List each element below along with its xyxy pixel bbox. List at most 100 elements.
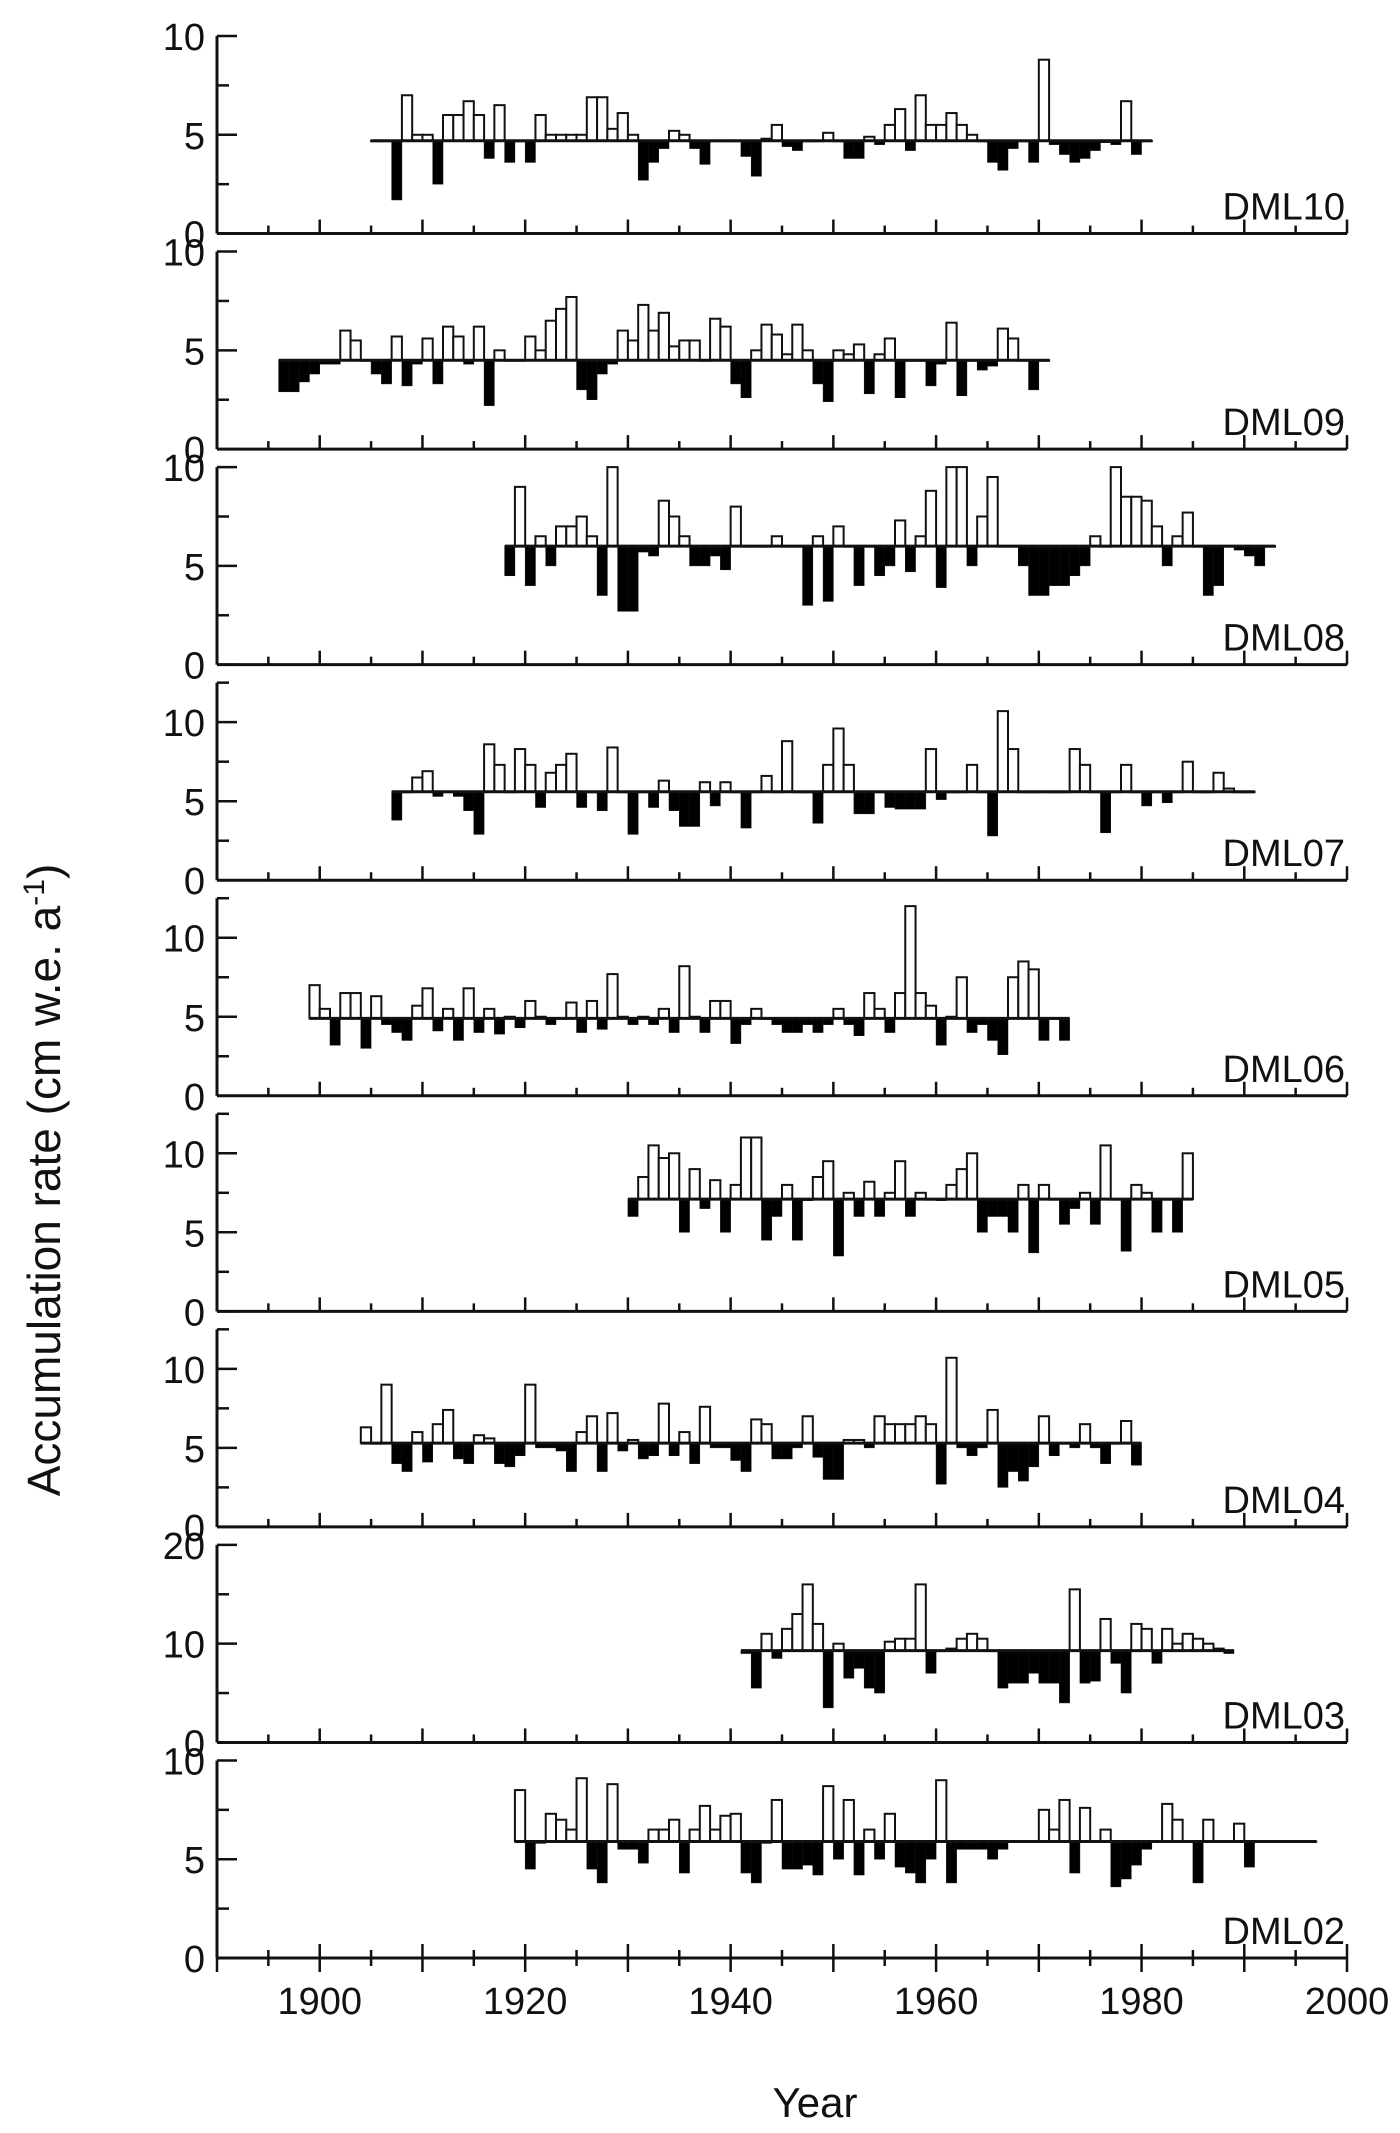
bar-1920	[524, 140, 536, 163]
bar-1925	[575, 515, 588, 548]
bar-1976	[1100, 791, 1111, 834]
bar-1958	[914, 1415, 927, 1445]
bar-1902	[339, 992, 352, 1020]
bar-1956	[894, 791, 906, 810]
y-tick-label: 10	[163, 1350, 205, 1392]
bar-1974	[1078, 1806, 1092, 1843]
bar-1962	[955, 1637, 968, 1652]
bar-1917	[493, 104, 506, 142]
bar-1973	[1069, 140, 1081, 163]
y-tick-label: 5	[184, 1840, 205, 1882]
bar-1915	[473, 791, 485, 835]
bar-1931	[637, 1442, 649, 1460]
bar-1960	[935, 123, 948, 142]
bar-1938	[709, 317, 722, 362]
y-tick-label: 0	[184, 215, 205, 257]
bar-1961	[945, 1356, 958, 1445]
bar-1927	[596, 1018, 608, 1030]
bar-1958	[914, 992, 927, 1020]
bar-1958	[914, 94, 927, 142]
bar-1948	[812, 1841, 824, 1876]
bar-1915	[472, 325, 486, 362]
bar-1971	[1048, 1828, 1061, 1843]
x-tick-label: 1940	[688, 1981, 773, 2023]
bar-1969	[1028, 140, 1040, 163]
bar-1946	[792, 1841, 803, 1870]
bar-1942	[750, 1650, 762, 1689]
bar-1972	[1058, 1798, 1071, 1843]
bar-1970	[1037, 1415, 1051, 1445]
bar-1969	[1027, 968, 1040, 1020]
bar-1952	[853, 545, 865, 586]
bar-1965	[986, 475, 999, 548]
bar-1958	[915, 791, 927, 810]
bar-1934	[668, 515, 681, 548]
bar-1908	[401, 1018, 413, 1041]
y-tick-label: 5	[184, 998, 205, 1040]
panel-dml08: 0 5 10 DML08	[163, 448, 1349, 688]
bar-1956	[894, 1637, 907, 1652]
bar-1927	[596, 545, 608, 596]
bar-1936	[689, 791, 701, 827]
bar-1974	[1078, 763, 1092, 793]
bar-1968	[1018, 545, 1029, 567]
bar-1931	[637, 1175, 650, 1201]
y-tick-label: 0	[184, 861, 205, 903]
y-tick-label: 10	[163, 233, 205, 275]
bar-1956	[894, 1841, 906, 1868]
bar-1950	[832, 525, 845, 548]
bar-1939	[719, 325, 732, 362]
bar-1949	[822, 1442, 834, 1480]
y-tick-label: 5	[184, 782, 205, 824]
bar-1989	[1233, 1822, 1246, 1843]
bar-1969	[1028, 1442, 1040, 1468]
bar-1931	[637, 303, 650, 362]
bar-1978	[1120, 1650, 1132, 1694]
bar-1935	[678, 1431, 691, 1445]
bar-1971	[1048, 1442, 1060, 1457]
bar-1909	[411, 776, 424, 793]
bar-1926	[586, 1841, 598, 1870]
bar-1959	[925, 1841, 937, 1860]
bar-1982	[1161, 1627, 1174, 1652]
bar-1938	[709, 999, 722, 1020]
panel-label: DML06	[1223, 1049, 1346, 1091]
bar-1974	[1078, 1423, 1092, 1445]
y-tick-label: 0	[184, 1292, 205, 1334]
bar-1934	[668, 1818, 681, 1843]
bar-1906	[381, 359, 392, 385]
bar-1965	[986, 1408, 999, 1445]
bar-1929	[616, 112, 629, 142]
bar-1955	[884, 1018, 896, 1033]
bar-1925	[576, 1018, 588, 1033]
bar-1981	[1151, 1198, 1163, 1233]
bar-1976	[1099, 1144, 1112, 1201]
x-tick-label: 1960	[894, 1981, 979, 2023]
bar-1945	[781, 1627, 794, 1652]
bar-1975	[1089, 1198, 1101, 1225]
bar-1924	[565, 1001, 578, 1020]
bar-1932	[647, 1828, 660, 1843]
bar-1933	[657, 1402, 671, 1445]
bar-1945	[781, 1018, 793, 1033]
bar-1915	[472, 114, 486, 142]
bar-1936	[688, 339, 701, 362]
y-tick-label: 5	[184, 547, 205, 589]
bar-1910	[421, 337, 434, 362]
bar-1970	[1038, 545, 1050, 596]
bar-1965	[987, 791, 998, 837]
bar-1979	[1130, 1183, 1143, 1201]
bar-1965	[987, 1198, 998, 1217]
bar-1973	[1068, 1588, 1081, 1652]
bar-1939	[720, 545, 731, 571]
bar-1978	[1120, 495, 1133, 548]
bar-1986	[1202, 1818, 1215, 1843]
bar-1917	[494, 1442, 505, 1464]
bar-1933	[657, 1828, 671, 1843]
bar-1982	[1161, 791, 1173, 804]
bar-1905	[370, 359, 382, 375]
bar-1924	[565, 1828, 578, 1843]
bar-1965	[987, 1018, 998, 1041]
bar-1963	[966, 1018, 978, 1033]
bar-1976	[1099, 1617, 1112, 1652]
